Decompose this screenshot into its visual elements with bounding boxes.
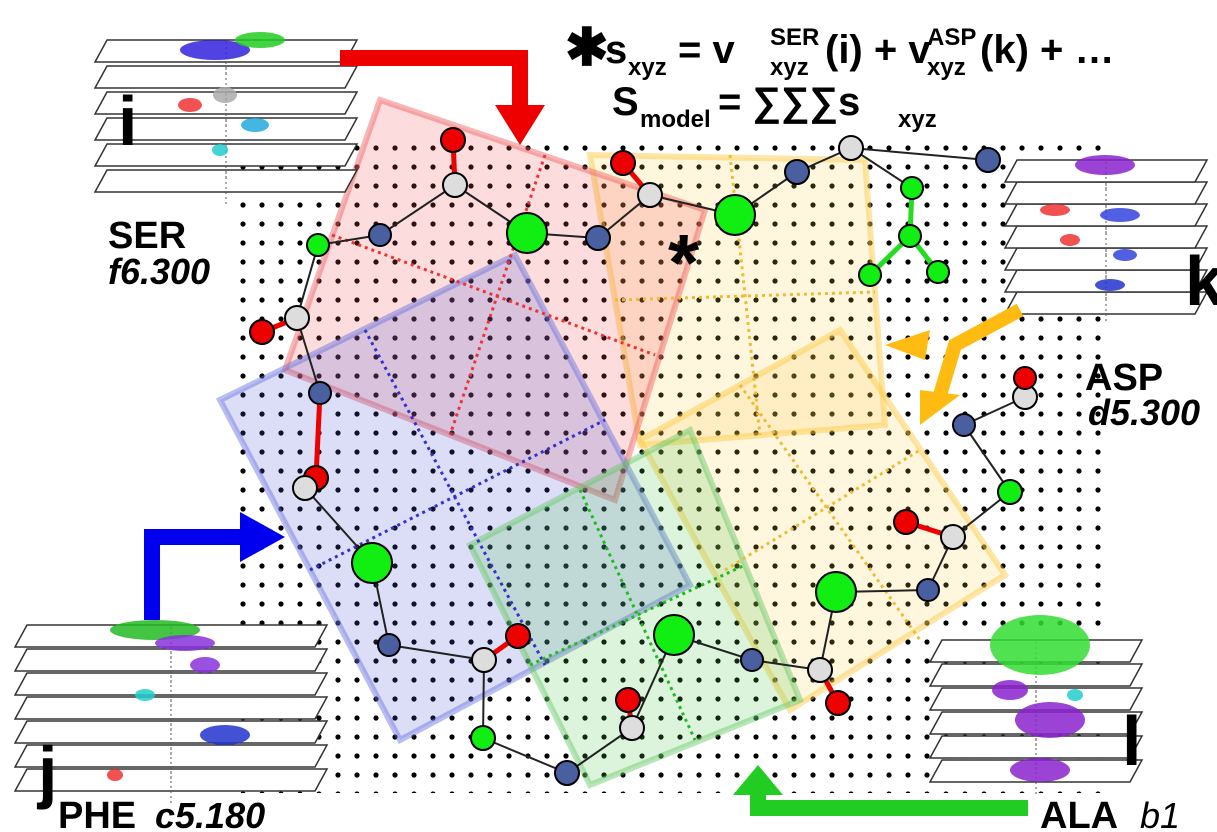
density-blob <box>1075 155 1135 175</box>
atom <box>901 177 923 199</box>
atom <box>378 634 400 656</box>
eq-text: = ∑∑∑s <box>718 80 860 124</box>
atom <box>506 624 530 648</box>
layer-stack <box>15 620 327 803</box>
density-blob <box>1015 702 1085 738</box>
equations: ✱ s xyz = v SER xyz (i) + v ASP xyz (k) … <box>565 19 1114 133</box>
atom <box>859 264 881 286</box>
eq-S: S <box>612 80 639 124</box>
density-blob <box>178 98 202 112</box>
atom <box>785 160 809 184</box>
atom <box>616 688 640 712</box>
layer-stack <box>930 615 1142 794</box>
residue-name: ALA <box>1040 795 1118 832</box>
density-blob <box>107 769 123 781</box>
atom <box>307 234 329 256</box>
atom <box>250 320 274 344</box>
atom <box>826 691 850 715</box>
arrow-blue <box>152 537 245 620</box>
atom <box>976 148 1000 172</box>
atom <box>741 649 763 671</box>
atom <box>285 306 309 330</box>
density-blob <box>155 635 215 651</box>
atom <box>369 224 391 246</box>
atom <box>953 414 975 436</box>
atom <box>715 195 755 235</box>
atom <box>816 572 856 612</box>
atom <box>620 716 644 740</box>
atom <box>309 382 331 404</box>
atom <box>555 761 579 785</box>
layer-letter: i <box>118 82 137 160</box>
density-blob <box>1040 204 1070 216</box>
atom <box>586 226 610 250</box>
atom <box>352 543 392 583</box>
eq-text: = v <box>678 28 735 72</box>
density-blob <box>1113 249 1137 261</box>
marker: * <box>668 218 700 307</box>
atom <box>654 615 694 655</box>
density-blob <box>212 144 228 156</box>
density-blob <box>990 615 1090 675</box>
atom <box>917 579 939 601</box>
atom <box>899 225 921 247</box>
eq-sup: ASP <box>927 24 976 51</box>
eq-sup: SER <box>770 24 819 51</box>
density-blob <box>241 118 269 132</box>
density-blob <box>1010 758 1070 782</box>
density-blob <box>235 32 285 48</box>
arrow-red <box>340 58 520 110</box>
eq-sub: xyz <box>628 54 667 81</box>
atom <box>941 525 965 549</box>
density-blob <box>1100 208 1140 222</box>
diagram: ✱ s xyz = v SER xyz (i) + v ASP xyz (k) … <box>0 0 1217 832</box>
atom <box>894 510 918 534</box>
eq-s: s <box>605 28 627 72</box>
atom <box>507 213 547 253</box>
atom <box>441 128 465 152</box>
density-blob <box>135 689 155 701</box>
density-blob <box>992 680 1028 700</box>
eq-text: (i) + v <box>825 28 931 72</box>
residue-code: f6.300 <box>108 251 210 292</box>
eq-sub: model <box>640 106 711 133</box>
density-blob <box>200 725 250 745</box>
density-blob <box>213 87 237 103</box>
eq-sub: xyz <box>898 106 937 133</box>
eq-sub: xyz <box>770 54 809 81</box>
atom <box>927 261 949 283</box>
atom <box>1014 367 1036 389</box>
density-blob <box>190 657 220 673</box>
residue-name: PHE <box>58 795 136 832</box>
layer-letter: j <box>36 732 57 810</box>
atom <box>472 648 496 672</box>
layer-letter: l <box>1122 702 1141 780</box>
atom <box>808 658 832 682</box>
atom <box>839 136 863 160</box>
eq-star: ✱ <box>565 19 609 77</box>
residue-code: c5.180 <box>155 795 265 832</box>
density-blob <box>1095 279 1125 291</box>
atom <box>611 151 635 175</box>
atom <box>998 480 1022 504</box>
atom <box>638 183 662 207</box>
layer-letter: k <box>1185 242 1217 320</box>
residue-code: d5.300 <box>1088 392 1200 433</box>
density-blob <box>1067 689 1083 701</box>
atom <box>293 476 317 500</box>
density-blob <box>1060 234 1080 246</box>
eq-text: (k) + … <box>980 28 1114 72</box>
eq-sub: xyz <box>927 54 966 81</box>
residue-code: b1 <box>1140 795 1180 832</box>
layer-stack <box>1005 155 1207 324</box>
atom <box>471 726 495 750</box>
atom <box>443 173 467 197</box>
